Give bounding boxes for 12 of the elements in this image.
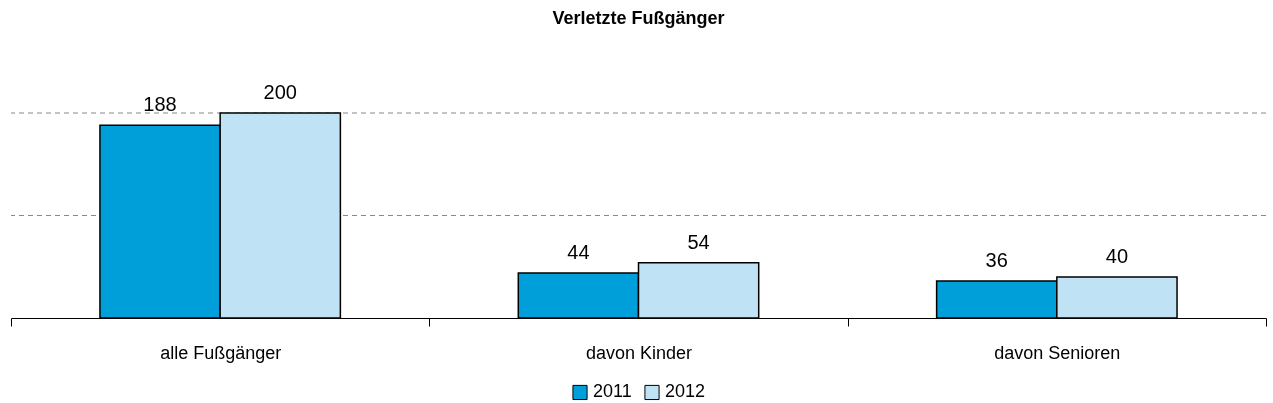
x-tick-label: alle Fußgänger xyxy=(160,342,282,363)
x-tick-label: davon Kinder xyxy=(585,342,693,363)
data-label: 40 xyxy=(1105,245,1129,267)
chart-title: Verletzte Fußgänger xyxy=(552,8,725,28)
data-label: 36 xyxy=(985,249,1008,272)
legend-label: 2012 xyxy=(665,381,706,402)
data-label: 188 xyxy=(143,93,177,116)
data-label: 44 xyxy=(567,240,590,263)
data-label: 200 xyxy=(263,81,297,103)
x-tick-label: davon Senioren xyxy=(994,342,1121,363)
legend-label: 2011 xyxy=(593,381,632,402)
data-label: 54 xyxy=(687,230,710,253)
